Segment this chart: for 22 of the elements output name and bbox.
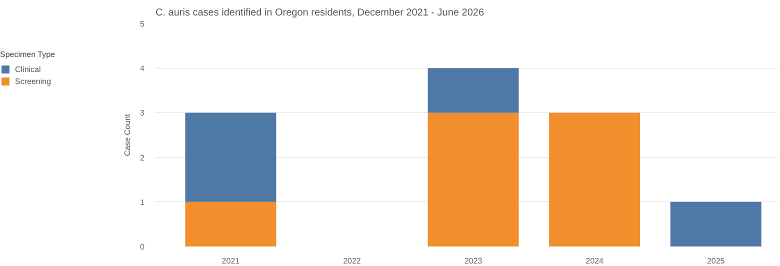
bar [428,112,519,246]
x-tick-label: 2024 [586,256,604,266]
x-tick-label: 2025 [706,256,726,266]
x-tick-label: 2023 [464,256,483,266]
legend-label: Screening [15,76,52,86]
chart-title: C. auris cases identified in Oregon residents, December 2021 - June 2026 [156,8,484,18]
y-tick-label: 3 [140,108,146,118]
legend-label: Clinical [15,64,41,74]
bar [185,202,276,246]
x-tick-label: 2021 [222,256,240,266]
y-tick-label: 4 [140,64,146,74]
y-tick-label: 1 [140,198,146,207]
y-tick-label: 5 [140,20,146,28]
bar [428,68,519,113]
y-tick-label: 0 [140,242,146,252]
y-tick-label: 2 [140,153,146,162]
legend-title: Specimen Type [0,50,55,59]
bar [670,202,762,246]
bar [185,112,276,202]
bar [549,112,640,246]
y-axis-title: Case Count [123,113,132,156]
x-tick-label: 2022 [343,256,362,266]
